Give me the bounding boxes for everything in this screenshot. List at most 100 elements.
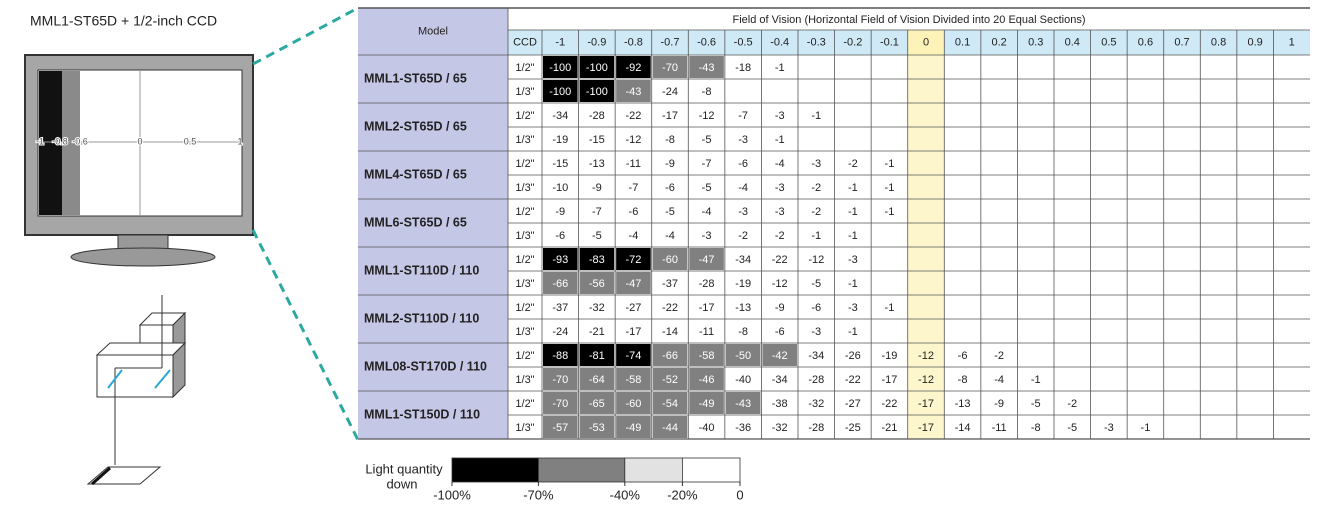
cell-value: -5 — [702, 134, 712, 146]
ccd-size: 1/2" — [515, 254, 534, 266]
cell-value: -66 — [552, 278, 568, 290]
cell-value: -43 — [625, 86, 641, 98]
cell-value: -49 — [625, 422, 641, 434]
cell-value: -6 — [775, 326, 785, 338]
shaded-cell — [543, 368, 578, 390]
model-name: MML1-ST65D / 65 — [364, 71, 467, 85]
cell-value: -70 — [552, 398, 568, 410]
ccd-header: CCD — [513, 36, 537, 48]
cell-value: -21 — [881, 422, 897, 434]
shaded-cell — [725, 344, 761, 366]
cell-value: -3 — [811, 326, 821, 338]
cell-value: -22 — [625, 110, 641, 122]
shaded-cell — [579, 392, 615, 414]
cell-value: -2 — [811, 182, 821, 194]
column-header-cell — [615, 30, 652, 55]
column-header: -0.1 — [880, 36, 899, 48]
cell-value: -1 — [885, 182, 895, 194]
cell-value: -1 — [811, 110, 821, 122]
cell-value: -9 — [665, 158, 675, 170]
cell-value: -56 — [589, 278, 605, 290]
cell-value: -17 — [918, 422, 934, 434]
column-header-cell — [834, 30, 872, 55]
fov-header: Field of Vision (Horizontal Field of Vis… — [733, 14, 1086, 26]
cell-value: -1 — [811, 230, 821, 242]
cell-value: -46 — [699, 374, 715, 386]
cell-value: -7 — [738, 110, 748, 122]
cell-value: -3 — [775, 182, 785, 194]
cell-value: -7 — [629, 182, 639, 194]
column-header: 0.7 — [1174, 36, 1189, 48]
cell-value: -17 — [918, 398, 934, 410]
cell-value: -34 — [772, 374, 788, 386]
cell-value: -1 — [775, 62, 785, 74]
cell-value: -8 — [665, 134, 675, 146]
cell-value: -74 — [625, 350, 641, 362]
cell-value: -24 — [662, 86, 678, 98]
cell-value: -54 — [662, 398, 678, 410]
cell-value: -22 — [662, 302, 678, 314]
column-header-cell — [1273, 30, 1310, 55]
cell-value: -15 — [589, 134, 605, 146]
column-header-cell — [1127, 30, 1164, 55]
column-header: -1 — [555, 36, 565, 48]
cell-value: -19 — [881, 350, 897, 362]
ccd-size: 1/3" — [515, 278, 534, 290]
cell-value: -28 — [589, 110, 605, 122]
column-header-cell — [761, 30, 798, 55]
cell-value: -88 — [552, 350, 568, 362]
shaded-cell — [543, 248, 578, 270]
shaded-cell — [579, 248, 615, 270]
cell-value: -70 — [552, 374, 568, 386]
cell-value: -1 — [775, 134, 785, 146]
shaded-cell — [579, 368, 615, 390]
cell-value: -5 — [811, 278, 821, 290]
cell-value: -92 — [625, 62, 641, 74]
cell-value: -57 — [552, 422, 568, 434]
legend-label: Light quantity — [365, 461, 443, 476]
cell-value: -47 — [699, 254, 715, 266]
ccd-size: 1/3" — [515, 182, 534, 194]
cell-value: -17 — [881, 374, 897, 386]
cell-value: -21 — [589, 326, 605, 338]
cell-value: -9 — [555, 206, 565, 218]
ccd-size: 1/3" — [515, 134, 534, 146]
column-header-cell — [1090, 30, 1128, 55]
model-name: MML4-ST65D / 65 — [364, 167, 467, 181]
ccd-size: 1/3" — [515, 326, 534, 338]
cell-value: -7 — [702, 158, 712, 170]
legend-label: down — [386, 476, 417, 491]
cell-value: -49 — [699, 398, 715, 410]
shaded-cell — [543, 344, 578, 366]
cell-value: -3 — [775, 110, 785, 122]
cell-value: -14 — [662, 326, 678, 338]
column-header-cell — [1200, 30, 1237, 55]
cell-value: -3 — [811, 158, 821, 170]
cell-value: -12 — [625, 134, 641, 146]
column-header: -0.7 — [661, 36, 680, 48]
cell-value: -22 — [772, 254, 788, 266]
cell-value: -32 — [772, 422, 788, 434]
ccd-size: 1/2" — [515, 206, 534, 218]
cell-value: -66 — [662, 350, 678, 362]
cell-value: -44 — [662, 422, 678, 434]
cell-value: -4 — [738, 182, 748, 194]
model-name: MML08-ST170D / 110 — [364, 359, 487, 373]
shaded-cell — [689, 344, 724, 366]
shaded-cell — [652, 392, 688, 414]
cell-value: -3 — [775, 206, 785, 218]
screen-tick-label: -1 — [36, 136, 44, 146]
model-name: MML1-ST150D / 110 — [364, 407, 480, 421]
shaded-cell — [616, 416, 651, 438]
cell-value: -36 — [735, 422, 751, 434]
shaded-cell — [762, 344, 797, 366]
cell-value: -65 — [589, 398, 605, 410]
model-cell — [358, 391, 508, 439]
ccd-size: 1/3" — [515, 374, 534, 386]
cell-value: -19 — [735, 278, 751, 290]
cell-value: -58 — [699, 350, 715, 362]
cell-value: -22 — [845, 374, 861, 386]
model-header-cell — [358, 8, 508, 55]
callout-line — [252, 6, 359, 66]
shaded-cell — [689, 368, 724, 390]
